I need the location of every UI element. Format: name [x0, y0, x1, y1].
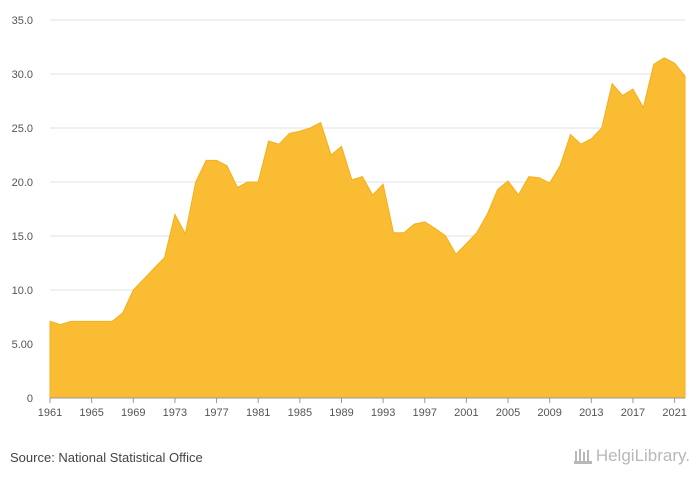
- y-tick-label: 35.0: [12, 15, 33, 27]
- area-fill: [49, 57, 686, 399]
- x-tick-label: 2013: [579, 407, 603, 419]
- y-tick-label: 5.00: [12, 339, 33, 351]
- y-tick-label: 10.0: [12, 285, 33, 297]
- brand-name: HelgiLibrary.: [595, 446, 690, 465]
- x-tick-label: 1985: [288, 407, 312, 419]
- library-icon: [573, 448, 592, 464]
- x-axis-ticks: 1961 1965 1969 1973 1977 1981 1985 1989 1993 1997…: [38, 398, 687, 419]
- y-tick-label: 15.0: [12, 231, 33, 243]
- y-tick-label: 25.0: [12, 123, 33, 135]
- x-tick-label: 1981: [246, 407, 270, 419]
- brand-logo[interactable]: HelgiLibrary.: [573, 446, 690, 466]
- x-tick-label: 1993: [371, 407, 395, 419]
- y-tick-label: 20.0: [12, 177, 33, 189]
- source-note: Source: National Statistical Office: [10, 450, 203, 465]
- x-tick-label: 1973: [163, 407, 187, 419]
- y-tick-label: 0: [27, 393, 33, 405]
- y-axis-ticks: 0 5.00 10.0 15.0 20.0 25.0 30.0 35.0: [12, 15, 33, 405]
- y-tick-label: 30.0: [12, 69, 33, 81]
- x-tick-label: 2001: [454, 407, 478, 419]
- x-tick-label: 1989: [329, 407, 353, 419]
- x-tick-label: 1977: [204, 407, 228, 419]
- x-tick-label: 2017: [621, 407, 645, 419]
- x-tick-label: 2005: [496, 407, 520, 419]
- x-tick-label: 2009: [537, 407, 561, 419]
- area-series: [49, 57, 686, 399]
- x-tick-label: 1961: [38, 407, 62, 419]
- x-tick-label: 2021: [662, 407, 686, 419]
- x-tick-label: 1969: [121, 407, 145, 419]
- x-tick-label: 1965: [79, 407, 103, 419]
- x-tick-label: 1997: [413, 407, 437, 419]
